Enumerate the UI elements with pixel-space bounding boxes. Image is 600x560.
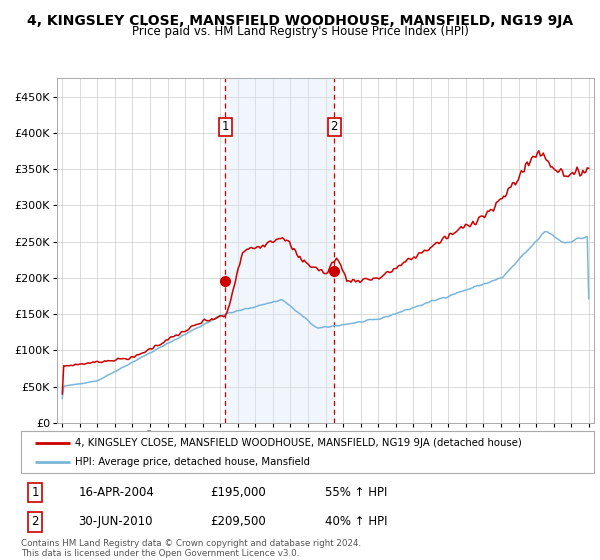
Text: £195,000: £195,000 <box>210 486 266 499</box>
Text: 2: 2 <box>331 120 338 133</box>
Text: 2: 2 <box>32 515 39 529</box>
FancyBboxPatch shape <box>21 431 594 473</box>
Text: 16-APR-2004: 16-APR-2004 <box>79 486 154 499</box>
Text: 30-JUN-2010: 30-JUN-2010 <box>79 515 153 529</box>
Text: 4, KINGSLEY CLOSE, MANSFIELD WOODHOUSE, MANSFIELD, NG19 9JA (detached house): 4, KINGSLEY CLOSE, MANSFIELD WOODHOUSE, … <box>76 437 523 447</box>
Text: 40% ↑ HPI: 40% ↑ HPI <box>325 515 387 529</box>
Text: 4, KINGSLEY CLOSE, MANSFIELD WOODHOUSE, MANSFIELD, NG19 9JA: 4, KINGSLEY CLOSE, MANSFIELD WOODHOUSE, … <box>27 14 573 28</box>
Bar <box>225 78 334 423</box>
Text: 55% ↑ HPI: 55% ↑ HPI <box>325 486 387 499</box>
Text: Price paid vs. HM Land Registry's House Price Index (HPI): Price paid vs. HM Land Registry's House … <box>131 25 469 38</box>
Text: HPI: Average price, detached house, Mansfield: HPI: Average price, detached house, Mans… <box>76 457 310 467</box>
Text: 1: 1 <box>32 486 39 499</box>
Text: Contains HM Land Registry data © Crown copyright and database right 2024.
This d: Contains HM Land Registry data © Crown c… <box>21 539 361 558</box>
Text: 1: 1 <box>221 120 229 133</box>
Text: £209,500: £209,500 <box>210 515 266 529</box>
